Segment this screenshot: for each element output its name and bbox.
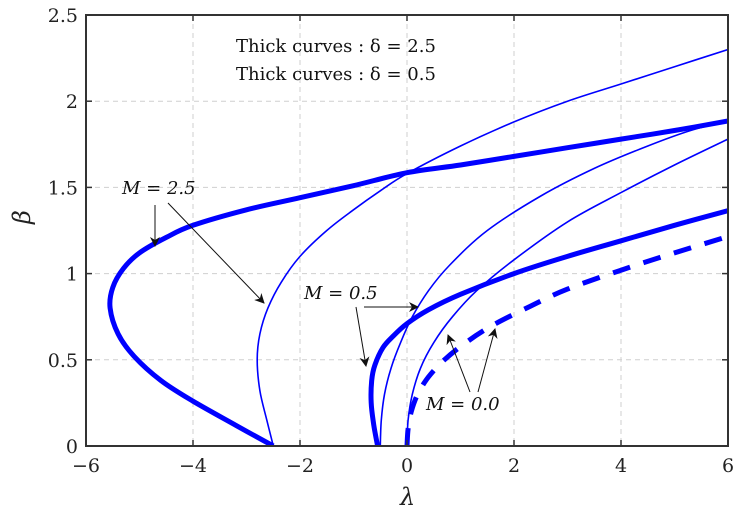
x-tick-labels: −6 −4 −2 0 2 4 6	[72, 455, 734, 477]
label-m-0-5: M = 0.5	[303, 283, 378, 304]
y-tick-label: 0.5	[48, 350, 78, 372]
x-tick-label: −6	[72, 455, 100, 477]
curve-thick	[368, 208, 728, 446]
y-tick-label: 2.5	[48, 5, 78, 27]
annotation-arrows	[150, 202, 498, 393]
y-tick-label: 1	[66, 264, 78, 286]
label-m-0-0: M = 0.0	[425, 394, 500, 415]
arrow-m00-thin	[446, 334, 471, 393]
arrow-m00-dashed	[477, 328, 498, 393]
curve-thin	[379, 120, 728, 446]
x-tick-label: −2	[286, 455, 314, 477]
curve-thick	[107, 118, 728, 446]
curve-dashed	[404, 234, 728, 446]
curve-thin	[406, 138, 728, 446]
label-m-2-5: M = 2.5	[121, 178, 196, 199]
axis-ticks	[85, 14, 729, 447]
y-tick-label: 2	[66, 91, 78, 113]
curve-thin	[256, 48, 728, 446]
y-axis-label: β	[8, 210, 36, 225]
annotation-line-1: Thick curves : δ = 2.5	[236, 36, 436, 57]
arrow-m25-thin	[167, 202, 265, 304]
annotation-line-2: Thick curves : δ = 0.5	[236, 64, 436, 85]
data-curves	[107, 48, 728, 446]
grid-lines	[86, 15, 728, 446]
x-tick-label: 0	[401, 455, 413, 477]
y-tick-labels: 0 0.5 1 1.5 2 2.5	[48, 5, 78, 458]
arrow-m05-thick	[355, 306, 370, 367]
x-tick-label: 4	[615, 455, 627, 477]
y-tick-label: 1.5	[48, 177, 78, 199]
y-tick-label: 0	[66, 436, 78, 458]
x-tick-label: −4	[179, 455, 207, 477]
x-tick-label: 2	[508, 455, 520, 477]
x-axis-label: λ	[399, 483, 415, 511]
x-tick-label: 6	[722, 455, 734, 477]
